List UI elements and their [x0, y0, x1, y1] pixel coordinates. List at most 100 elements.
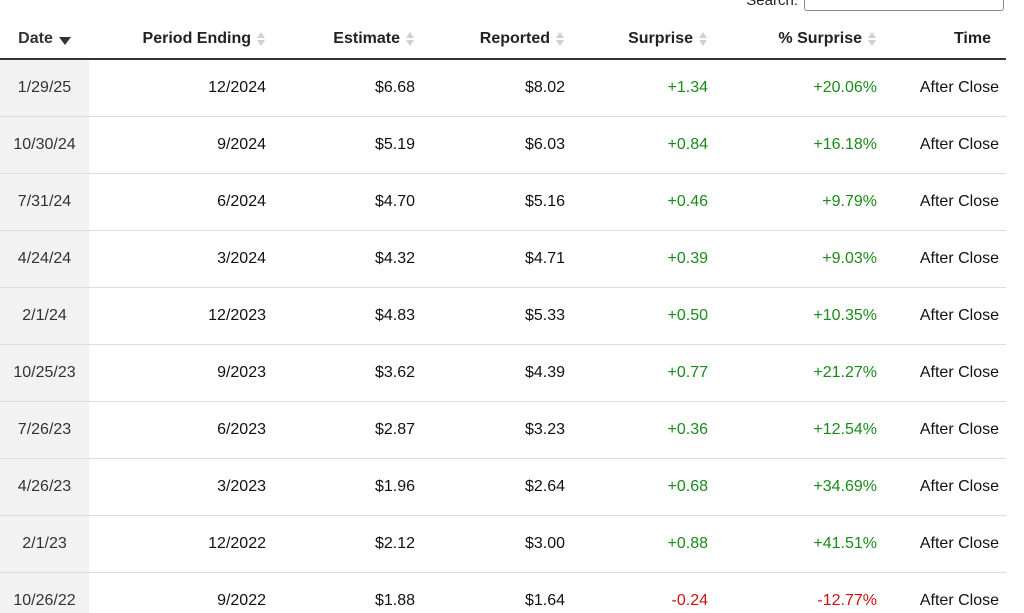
cell-period-ending: 6/2024 [89, 173, 276, 231]
sort-icon [699, 31, 708, 46]
column-header-label: Period Ending [142, 29, 251, 47]
cell-period-ending: 9/2022 [89, 572, 276, 613]
column-header-estimate[interactable]: Estimate [276, 19, 425, 60]
cell-date: 1/29/25 [0, 59, 89, 117]
cell-reported: $5.16 [425, 173, 575, 231]
cell-surprise: +0.36 [575, 401, 718, 459]
cell-time: After Close [887, 515, 1006, 573]
table-row: 10/25/23 9/2023 $3.62 $4.39 +0.77 +21.27% Afte… [0, 344, 1006, 402]
cell-time: After Close [887, 116, 1006, 174]
column-header-label: Date [18, 29, 53, 47]
column-header-time: Time [887, 19, 1006, 60]
cell-reported: $4.71 [425, 230, 575, 288]
cell-pct-surprise: +16.18% [718, 116, 887, 174]
cell-pct-surprise: -12.77% [718, 572, 887, 613]
cell-date: 10/25/23 [0, 344, 89, 402]
cell-pct-surprise: +21.27% [718, 344, 887, 402]
table-row: 7/31/24 6/2024 $4.70 $5.16 +0.46 +9.79% After … [0, 173, 1006, 231]
table-body: 1/29/25 12/2024 $6.68 $8.02 +1.34 +20.06% Afte… [0, 59, 1006, 613]
cell-reported: $8.02 [425, 59, 575, 117]
cell-reported: $4.39 [425, 344, 575, 402]
cell-pct-surprise: +20.06% [718, 59, 887, 117]
search-label: Search: [746, 0, 798, 9]
cell-surprise: +0.84 [575, 116, 718, 174]
column-header-label: Estimate [333, 29, 400, 47]
table-row: 2/1/24 12/2023 $4.83 $5.33 +0.50 +10.35% After… [0, 287, 1006, 345]
cell-date: 4/26/23 [0, 458, 89, 516]
column-header-label: % Surprise [778, 29, 862, 47]
cell-period-ending: 9/2023 [89, 344, 276, 402]
cell-time: After Close [887, 458, 1006, 516]
cell-period-ending: 12/2023 [89, 287, 276, 345]
cell-surprise: +0.77 [575, 344, 718, 402]
cell-surprise: +0.39 [575, 230, 718, 288]
cell-estimate: $6.68 [276, 59, 425, 117]
cell-reported: $3.00 [425, 515, 575, 573]
cell-period-ending: 12/2024 [89, 59, 276, 117]
cell-date: 4/24/24 [0, 230, 89, 288]
cell-surprise: +1.34 [575, 59, 718, 117]
cell-time: After Close [887, 59, 1006, 117]
search-bar: Search: [746, 0, 1004, 12]
table-row: 7/26/23 6/2023 $2.87 $3.23 +0.36 +12.54% After… [0, 401, 1006, 459]
sort-descending-icon [58, 37, 71, 45]
cell-estimate: $4.32 [276, 230, 425, 288]
search-input[interactable] [804, 0, 1004, 11]
cell-time: After Close [887, 230, 1006, 288]
cell-surprise: -0.24 [575, 572, 718, 613]
cell-time: After Close [887, 401, 1006, 459]
cell-period-ending: 6/2023 [89, 401, 276, 459]
cell-estimate: $1.88 [276, 572, 425, 613]
cell-reported: $2.64 [425, 458, 575, 516]
cell-surprise: +0.46 [575, 173, 718, 231]
cell-surprise: +0.68 [575, 458, 718, 516]
column-header-period-ending[interactable]: Period Ending [89, 19, 276, 60]
cell-surprise: +0.50 [575, 287, 718, 345]
cell-period-ending: 9/2024 [89, 116, 276, 174]
cell-estimate: $3.62 [276, 344, 425, 402]
cell-period-ending: 3/2024 [89, 230, 276, 288]
cell-estimate: $5.19 [276, 116, 425, 174]
cell-pct-surprise: +41.51% [718, 515, 887, 573]
cell-reported: $6.03 [425, 116, 575, 174]
table-row: 10/26/22 9/2022 $1.88 $1.64 -0.24 -12.77% Afte… [0, 572, 1006, 613]
earnings-table: Date Period Ending Estimate [0, 19, 1006, 613]
table-row: 2/1/23 12/2022 $2.12 $3.00 +0.88 +41.51% After… [0, 515, 1006, 573]
column-header-surprise[interactable]: Surprise [575, 19, 718, 60]
cell-reported: $1.64 [425, 572, 575, 613]
cell-pct-surprise: +12.54% [718, 401, 887, 459]
cell-date: 7/26/23 [0, 401, 89, 459]
cell-pct-surprise: +9.79% [718, 173, 887, 231]
sort-icon [406, 31, 415, 46]
cell-reported: $5.33 [425, 287, 575, 345]
cell-pct-surprise: +34.69% [718, 458, 887, 516]
table-header-row: Date Period Ending Estimate [0, 19, 1006, 60]
column-header-label: Surprise [628, 29, 693, 47]
column-header-pct-surprise[interactable]: % Surprise [718, 19, 887, 60]
cell-reported: $3.23 [425, 401, 575, 459]
cell-date: 2/1/24 [0, 287, 89, 345]
sort-icon [257, 31, 266, 46]
cell-time: After Close [887, 344, 1006, 402]
cell-time: After Close [887, 173, 1006, 231]
table-row: 4/26/23 3/2023 $1.96 $2.64 +0.68 +34.69% After… [0, 458, 1006, 516]
cell-estimate: $4.83 [276, 287, 425, 345]
column-header-label: Reported [479, 29, 550, 47]
cell-surprise: +0.88 [575, 515, 718, 573]
cell-estimate: $1.96 [276, 458, 425, 516]
sort-icon [556, 31, 565, 46]
cell-estimate: $2.87 [276, 401, 425, 459]
cell-pct-surprise: +9.03% [718, 230, 887, 288]
sort-icon [868, 31, 877, 46]
cell-period-ending: 12/2022 [89, 515, 276, 573]
column-header-date[interactable]: Date [0, 19, 89, 60]
cell-time: After Close [887, 572, 1006, 613]
table-row: 1/29/25 12/2024 $6.68 $8.02 +1.34 +20.06% Afte… [0, 59, 1006, 117]
table-row: 4/24/24 3/2024 $4.32 $4.71 +0.39 +9.03% After … [0, 230, 1006, 288]
cell-date: 2/1/23 [0, 515, 89, 573]
table-row: 10/30/24 9/2024 $5.19 $6.03 +0.84 +16.18% Afte… [0, 116, 1006, 174]
cell-estimate: $4.70 [276, 173, 425, 231]
cell-date: 10/30/24 [0, 116, 89, 174]
column-header-reported[interactable]: Reported [425, 19, 575, 60]
cell-period-ending: 3/2023 [89, 458, 276, 516]
